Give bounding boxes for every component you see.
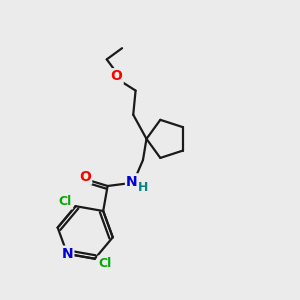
Text: O: O (79, 169, 91, 184)
Text: H: H (138, 181, 148, 194)
Text: O: O (110, 70, 122, 83)
Text: Cl: Cl (98, 256, 112, 270)
Text: N: N (61, 247, 73, 261)
Text: Cl: Cl (59, 195, 72, 208)
Text: N: N (126, 175, 138, 189)
